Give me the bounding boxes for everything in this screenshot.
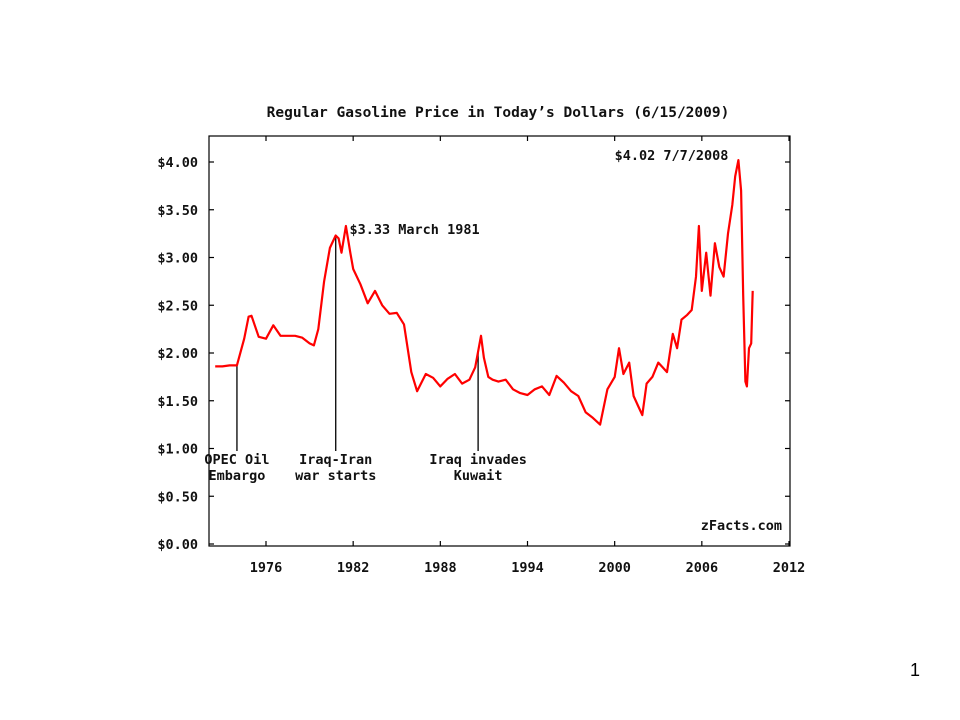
event-label: Iraq invades: [429, 452, 527, 468]
series-line-0: [215, 159, 754, 426]
x-axis: 1976 1982 1988 1994 2000 2006 2012: [250, 136, 806, 576]
plot-frame: [208, 135, 791, 547]
watermark: zFacts.com: [701, 518, 782, 534]
x-tick-label: 1994: [511, 560, 544, 576]
series-layer: [215, 159, 754, 426]
chart-title: Regular Gasoline Price in Today’s Dollar…: [267, 105, 730, 121]
event-label: war starts: [295, 468, 376, 484]
y-tick-label: $2.00: [157, 346, 198, 362]
slide-number: 1: [909, 660, 920, 680]
event-label: OPEC Oil: [204, 452, 269, 468]
x-tick-label: 1976: [250, 560, 283, 576]
annotation-label: $4.02 7/7/2008: [615, 148, 729, 164]
annotations: $4.02 7/7/2008 $3.33 March 1981: [350, 148, 729, 238]
x-tick-label: 2000: [598, 560, 631, 576]
x-tick-label: 2006: [686, 560, 719, 576]
event-label: Embargo: [208, 468, 265, 484]
x-tick-label: 1988: [424, 560, 457, 576]
x-tick-label: 1982: [337, 560, 370, 576]
y-tick-label: $0.50: [157, 489, 198, 505]
annotation-label: $3.33 March 1981: [350, 222, 480, 238]
y-tick-label: $1.00: [157, 442, 198, 458]
y-tick-label: $0.00: [157, 537, 198, 553]
event-label: Iraq-Iran: [299, 452, 372, 468]
x-tick-label: 2012: [773, 560, 806, 576]
y-tick-label: $3.00: [157, 251, 198, 267]
y-tick-label: $1.50: [157, 394, 198, 410]
event-label: Kuwait: [454, 468, 503, 484]
y-axis: $0.00 $0.50 $1.00 $1.50 $2.00 $2.50 $3.00 $3.50…: [157, 155, 790, 553]
y-tick-label: $3.50: [157, 203, 198, 219]
y-tick-label: $4.00: [157, 155, 198, 171]
y-tick-label: $2.50: [157, 298, 198, 314]
